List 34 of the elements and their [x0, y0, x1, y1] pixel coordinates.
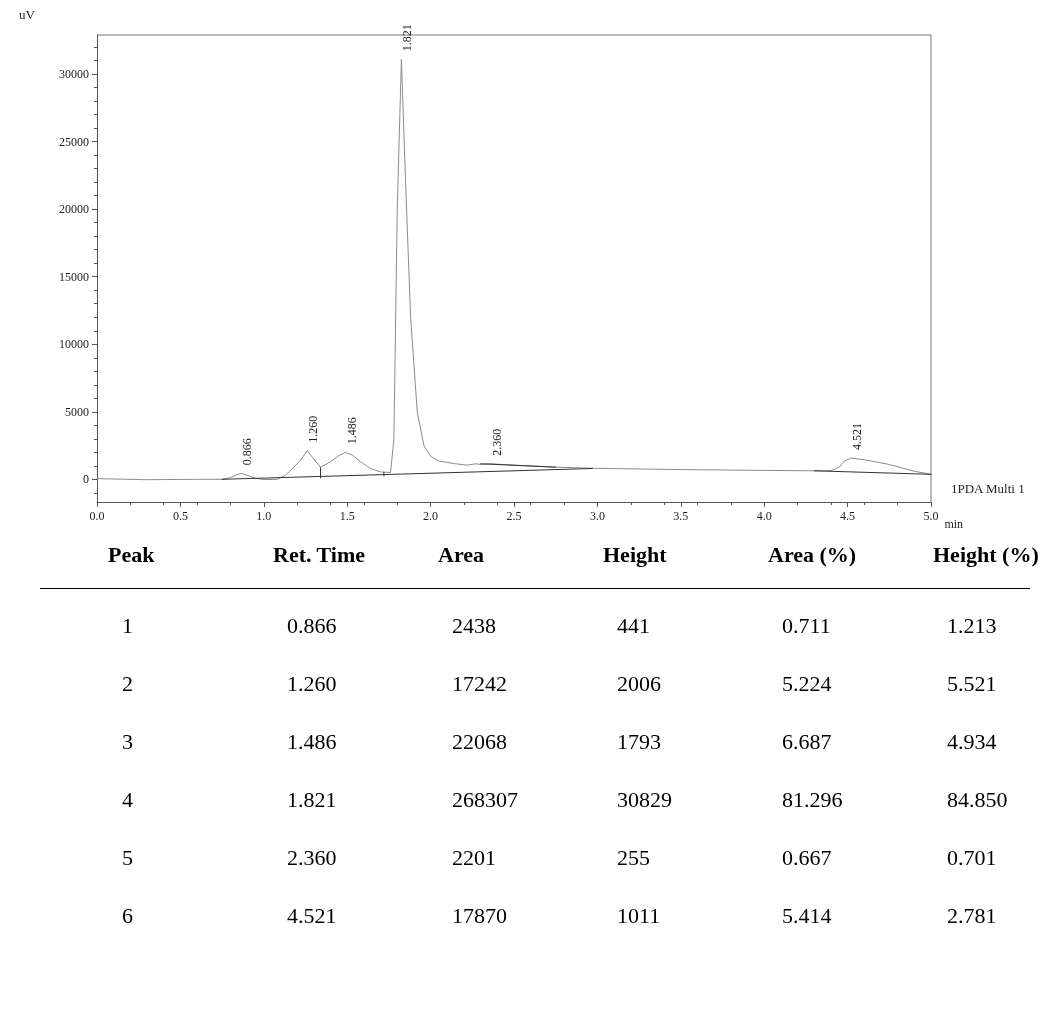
annotation: 1.260: [306, 415, 321, 443]
category-label: Peak Ret. Time Area Height Area (%) Height (%): [108, 542, 1039, 567]
series-label: 1PDA Multi 1: [951, 480, 1025, 496]
y-tick-label: 30000: [59, 67, 89, 82]
annotation: 2.360: [489, 428, 504, 456]
y-tick-label: 25000: [59, 134, 89, 149]
x-tick-label: 5.0: [923, 509, 939, 523]
y-tick-label: 0: [83, 472, 89, 487]
x-tick-label: 4.5: [840, 509, 856, 523]
x-tick-label: 2.5: [506, 509, 522, 523]
x-tick-label: 1.5: [339, 509, 355, 523]
text: 1 0.866 2438 441 0.711 1.213: [122, 613, 997, 638]
text: 6 4.521 17870 1011 5.414 2.781: [122, 903, 997, 928]
text: 4 1.821 268307 30829 81.296 84.850: [122, 787, 1008, 812]
x-tick-label: 1.0: [256, 509, 272, 523]
x-tick-label: 0.0: [89, 509, 105, 523]
x-tick-label: 3.5: [673, 509, 689, 523]
annotation: 0.866: [240, 438, 255, 466]
annotation: 1.486: [344, 417, 359, 445]
text: 5 2.360 2201 255 0.667 0.701: [122, 845, 997, 870]
y-tick-label: 20000: [59, 202, 89, 217]
annotation: 1.821: [400, 24, 415, 52]
x-tick-label: 3.0: [589, 509, 605, 523]
x-tick-label: 2.0: [423, 509, 439, 523]
annotation: 4.521: [849, 423, 864, 451]
y-axis-title: uV: [19, 7, 36, 22]
y-tick-label: 5000: [65, 404, 89, 419]
y-tick-label: 10000: [59, 337, 89, 352]
text: 3 1.486 22068 1793 6.687 4.934: [122, 729, 997, 754]
text: 2 1.260 17242 2006 5.224 5.521: [122, 671, 997, 696]
y-tick-label: 15000: [59, 269, 89, 284]
x-tick-label: 0.5: [172, 509, 188, 523]
x-axis-title: min: [944, 517, 964, 531]
x-tick-label: 4.0: [756, 509, 772, 523]
